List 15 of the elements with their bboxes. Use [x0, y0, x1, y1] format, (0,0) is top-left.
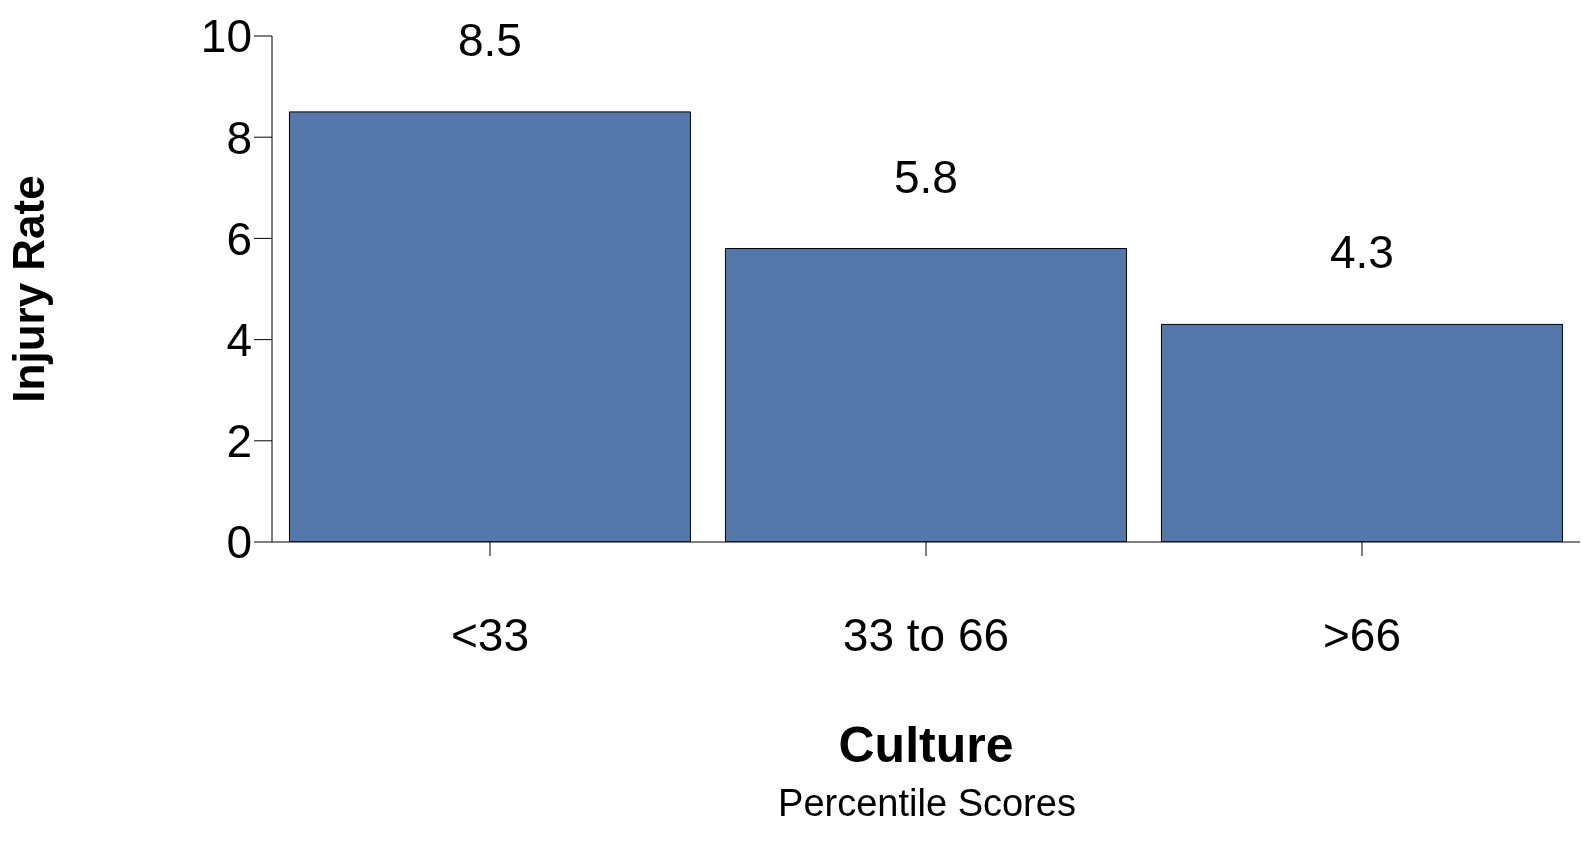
- y-tick-label: 2: [226, 415, 252, 468]
- data-label: 4.3: [1329, 226, 1394, 279]
- y-axis-title: Injury Rate: [4, 175, 53, 403]
- x-tick-label: >66: [1322, 608, 1402, 661]
- y-tick-label: 0: [226, 516, 252, 569]
- y-tick-label: 10: [200, 10, 252, 63]
- text: Percentile Scores: [777, 782, 1077, 825]
- data-label: 5.8: [893, 150, 958, 203]
- x-axis-title: Culture: [838, 717, 1014, 773]
- y-tick-label: 8: [226, 111, 252, 164]
- y-tick-label: 4: [226, 313, 252, 366]
- x-tick-label: <33: [450, 608, 530, 661]
- x-tick-label: 33 to 66: [842, 608, 1010, 661]
- data-label: 8.5: [457, 13, 522, 66]
- y-tick-label: 6: [226, 212, 252, 265]
